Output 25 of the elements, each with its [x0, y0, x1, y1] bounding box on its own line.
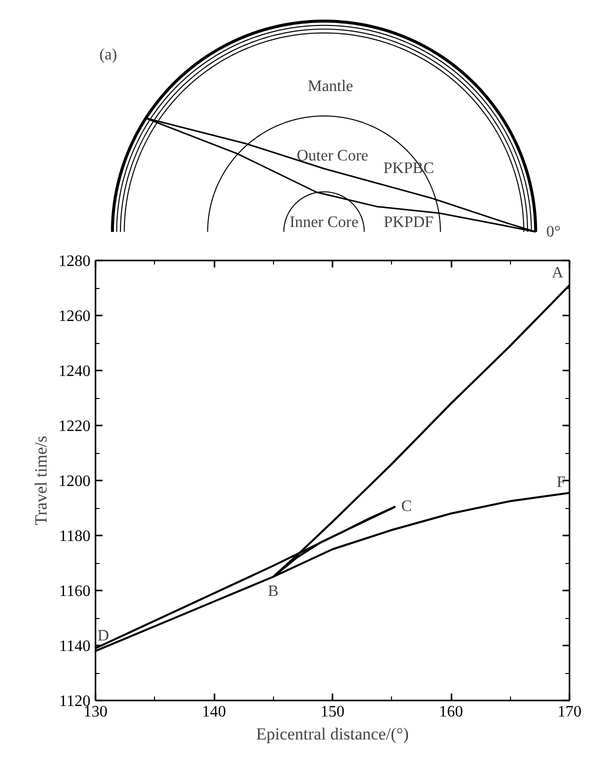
- y-tick-label: 1280: [58, 253, 90, 270]
- text: Inner Core: [290, 214, 358, 231]
- y-tick-label: 1180: [59, 528, 90, 545]
- x-tick-label: 150: [320, 704, 344, 720]
- y-axis-title: Travel time/s: [32, 436, 50, 526]
- y-tick-label: 1240: [58, 363, 90, 380]
- text: PKPDF: [384, 214, 434, 231]
- annotation: A: [552, 264, 564, 282]
- annotation: F: [556, 474, 566, 491]
- x-tick-label: 170: [558, 704, 582, 720]
- text: (a): [99, 46, 118, 64]
- annotation: C: [401, 498, 412, 516]
- y-tick-label: 1260: [58, 308, 90, 325]
- text: 0°: [546, 223, 561, 240]
- x-tick-label: 140: [202, 704, 226, 720]
- y-tick-label: 1220: [58, 418, 90, 435]
- y-tick-label: 1140: [59, 638, 90, 655]
- text: Outer Core: [296, 148, 368, 164]
- y-tick-label: 1160: [59, 583, 90, 600]
- annotation: B: [268, 582, 279, 600]
- y-tick-label: 1200: [58, 473, 90, 490]
- annotation: D: [98, 627, 110, 644]
- x-axis-title: Epicentral distance/(°): [256, 724, 409, 744]
- text: Mantle: [308, 78, 354, 95]
- x-tick-label: 160: [439, 704, 463, 720]
